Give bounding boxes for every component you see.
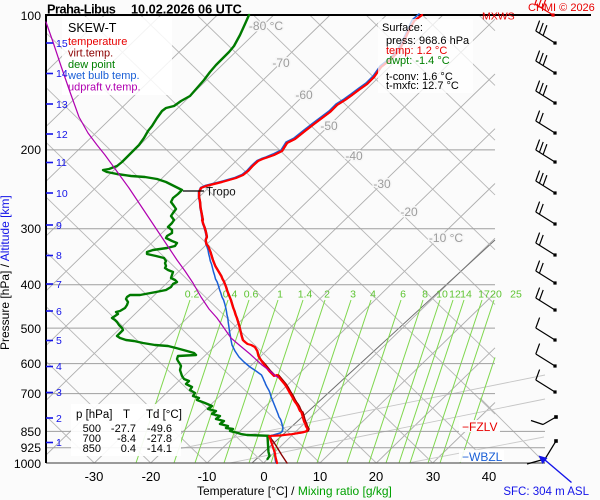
svg-text:Td [°C]: Td [°C]: [146, 409, 182, 421]
svg-text:6: 6: [56, 306, 62, 318]
svg-text:T: T: [123, 409, 130, 421]
svg-text:0.4: 0.4: [121, 443, 136, 455]
svg-text:12: 12: [449, 289, 461, 301]
svg-text:0.2: 0.2: [185, 289, 200, 301]
svg-text:20: 20: [490, 289, 502, 301]
svg-text:-70: -70: [272, 56, 290, 70]
svg-text:-40: -40: [345, 149, 363, 163]
svg-text:press: 968.6 hPa: press: 968.6 hPa: [386, 35, 470, 47]
svg-text:4: 4: [370, 289, 376, 301]
svg-text:-30: -30: [373, 177, 391, 191]
svg-text:850: 850: [83, 443, 101, 455]
svg-text:1000: 1000: [14, 457, 41, 471]
svg-text:700: 700: [21, 387, 42, 401]
svg-text:400: 400: [21, 278, 42, 292]
svg-text:2: 2: [56, 413, 62, 425]
svg-text:-8.4: -8.4: [117, 433, 136, 445]
svg-text:6: 6: [400, 289, 406, 301]
svg-text:8: 8: [422, 289, 428, 301]
svg-text:-27.7: -27.7: [111, 423, 136, 435]
svg-text:10.02.2026 06 UTC: 10.02.2026 06 UTC: [131, 3, 242, 17]
svg-text:-10 °C: -10 °C: [429, 231, 463, 245]
svg-text:1: 1: [56, 437, 62, 449]
svg-text:14: 14: [56, 68, 68, 80]
svg-text:-14.1: -14.1: [147, 443, 172, 455]
svg-text:9: 9: [56, 220, 62, 232]
svg-text:Pressure [hPa] / Altitude [k: Pressure [hPa] / Altitude [km]: [0, 195, 12, 350]
svg-text:300: 300: [21, 222, 42, 236]
svg-text:t-mxfc: 12.7 °C: t-mxfc: 12.7 °C: [386, 80, 459, 92]
svg-text:-49.6: -49.6: [147, 423, 172, 435]
svg-text:-50: -50: [320, 119, 338, 133]
svg-text:40: 40: [482, 469, 496, 484]
svg-text:-27.8: -27.8: [147, 433, 172, 445]
svg-text:Praha-Libus: Praha-Libus: [47, 3, 116, 17]
svg-text:1.4: 1.4: [298, 289, 313, 301]
svg-text:7: 7: [56, 279, 62, 291]
svg-text:SFC: 304 m ASL: SFC: 304 m ASL: [503, 486, 589, 498]
svg-text:500: 500: [83, 423, 101, 435]
svg-text:925: 925: [21, 441, 42, 455]
svg-text:Surface:: Surface:: [382, 22, 423, 34]
svg-text:8: 8: [56, 250, 62, 262]
svg-text:−FZLV: −FZLV: [462, 420, 497, 434]
svg-text:-80 °C: -80 °C: [249, 19, 283, 33]
svg-text:t-conv: 1.6 °C: t-conv: 1.6 °C: [386, 71, 453, 83]
svg-text:virt.temp.: virt.temp.: [68, 47, 113, 59]
svg-text:dwpt: -1.4 °C: dwpt: -1.4 °C: [386, 55, 450, 67]
svg-text:3: 3: [350, 289, 356, 301]
svg-text:11: 11: [56, 157, 67, 169]
svg-text:25: 25: [510, 289, 522, 301]
svg-text:-20: -20: [400, 205, 418, 219]
svg-text:12: 12: [56, 129, 68, 141]
svg-text:10: 10: [313, 469, 327, 484]
svg-text:13: 13: [56, 99, 68, 111]
svg-text:5: 5: [56, 335, 62, 347]
svg-text:10: 10: [436, 289, 448, 301]
svg-text:1: 1: [277, 289, 283, 301]
svg-text:2: 2: [324, 289, 330, 301]
svg-text:10: 10: [56, 188, 68, 200]
svg-text:700: 700: [83, 433, 101, 445]
svg-text:-30: -30: [85, 469, 104, 484]
svg-text:600: 600: [21, 357, 42, 371]
svg-text:-20: -20: [142, 469, 161, 484]
svg-text:wet bulb temp.: wet bulb temp.: [67, 70, 140, 82]
svg-text:-10: -10: [198, 469, 217, 484]
svg-text:0: 0: [260, 469, 267, 484]
svg-text:14: 14: [460, 289, 472, 301]
svg-text:500: 500: [21, 322, 42, 336]
svg-text:dew point: dew point: [68, 59, 115, 71]
svg-text:850: 850: [21, 425, 42, 439]
svg-text:0.6: 0.6: [244, 289, 259, 301]
svg-text:−WBZL: −WBZL: [462, 450, 503, 464]
svg-text:200: 200: [21, 143, 42, 157]
svg-text:3: 3: [56, 387, 62, 399]
svg-text:20: 20: [369, 469, 383, 484]
svg-text:15: 15: [56, 38, 68, 50]
svg-text:Tropo: Tropo: [206, 187, 236, 199]
svg-text:4: 4: [56, 361, 62, 373]
svg-text:udpraft v.temp.: udpraft v.temp.: [68, 82, 141, 94]
svg-text:Temperature [°C] / Mixing ra: Temperature [°C] / Mixing ratio [g/kg]: [197, 484, 392, 498]
svg-text:100: 100: [21, 9, 42, 23]
svg-text:temp: 1.2 °C: temp: 1.2 °C: [386, 45, 447, 57]
svg-text:17: 17: [478, 289, 490, 301]
svg-text:30: 30: [426, 469, 440, 484]
svg-text:temperature: temperature: [68, 36, 127, 48]
svg-text:MXWS: MXWS: [482, 11, 515, 23]
svg-text:p [hPa]: p [hPa]: [76, 409, 112, 421]
svg-text:SKEW-T: SKEW-T: [68, 21, 117, 35]
svg-text:CHMI © 2026: CHMI © 2026: [528, 2, 595, 14]
svg-text:-60: -60: [295, 88, 313, 102]
